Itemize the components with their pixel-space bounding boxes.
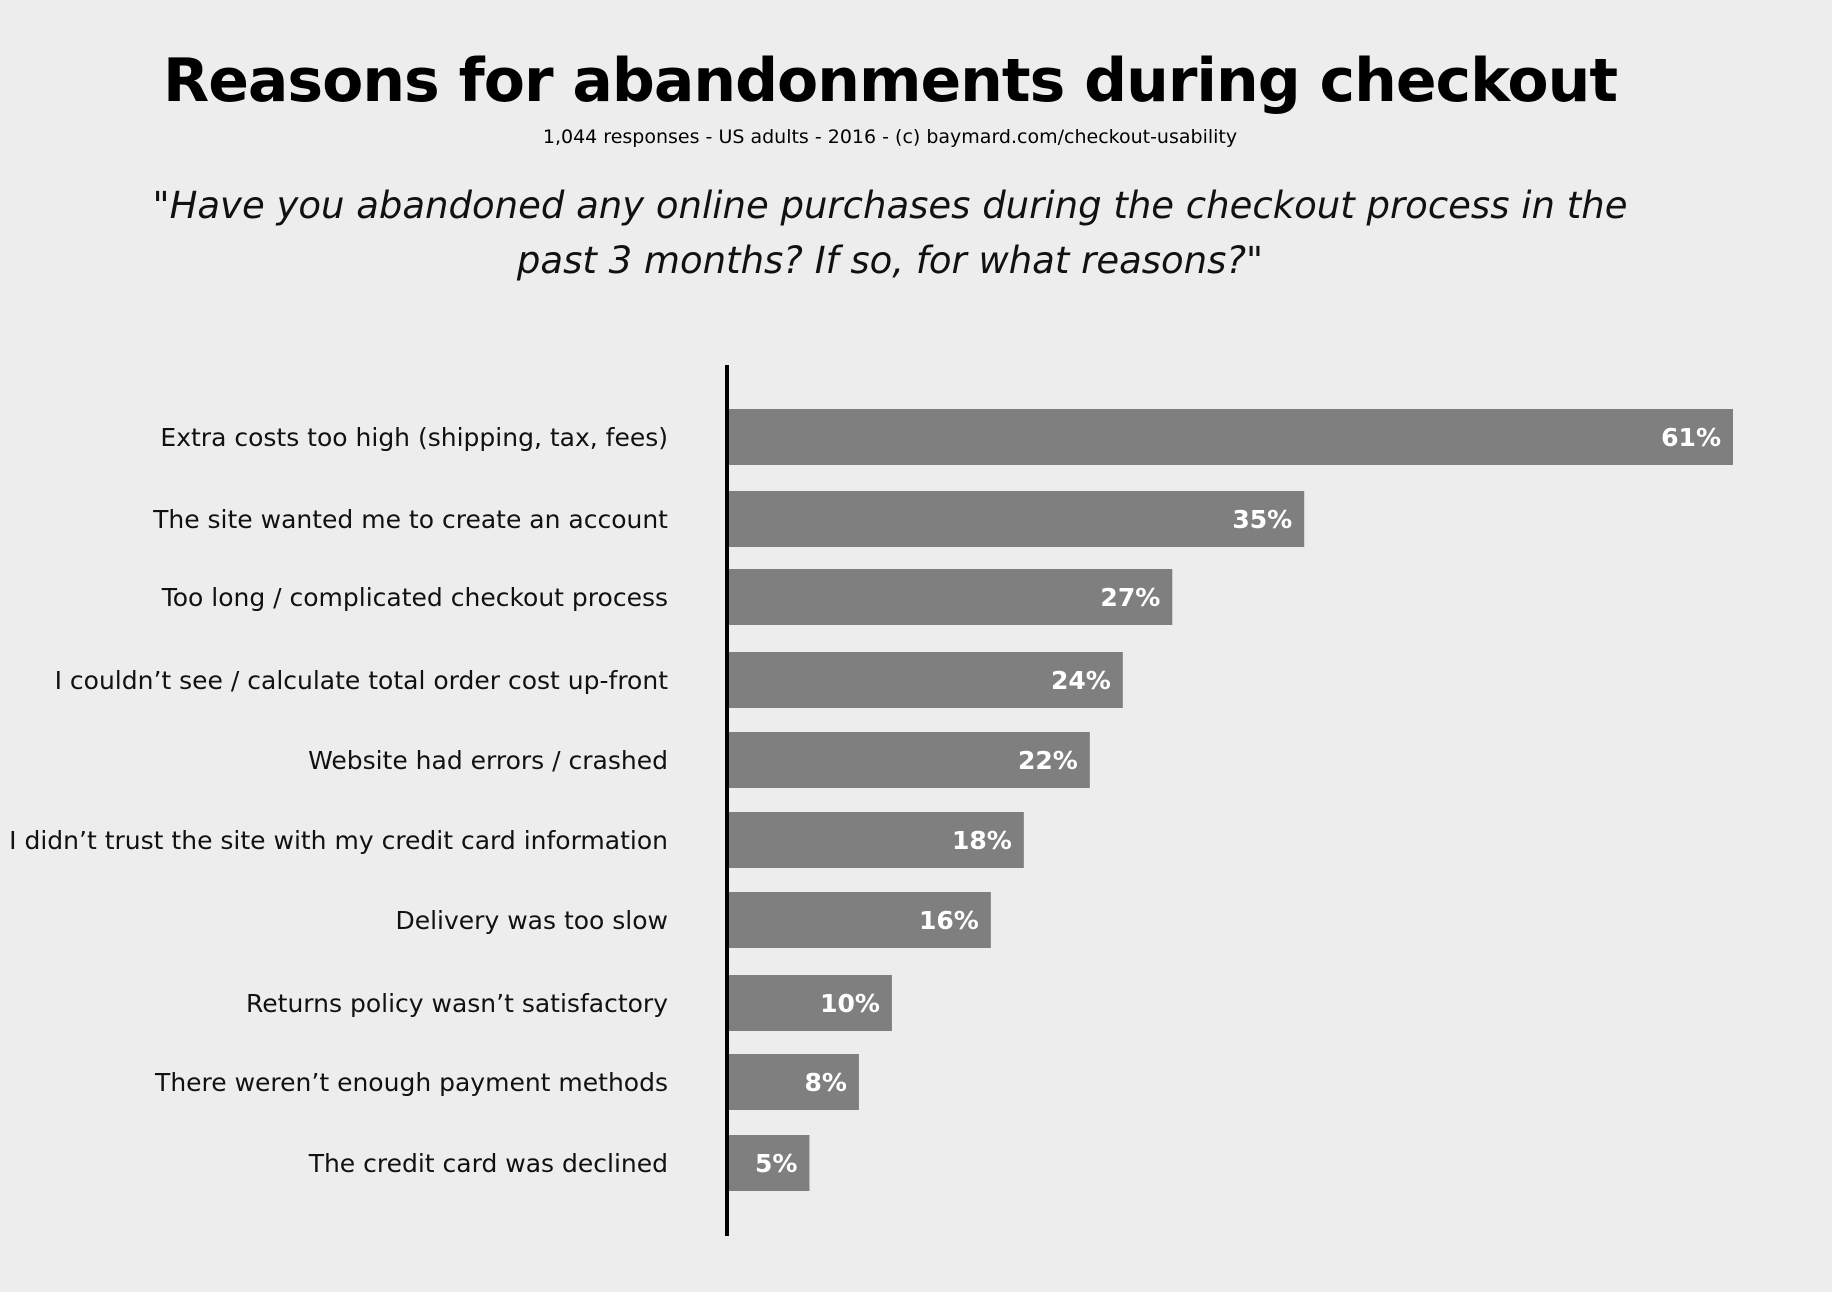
- bar: [727, 1054, 859, 1110]
- value-label: 22%: [1018, 746, 1078, 775]
- bar: [727, 569, 1173, 625]
- category-label: Returns policy wasn’t satisfactory: [246, 989, 668, 1018]
- category-label: Website had errors / crashed: [308, 746, 668, 775]
- bar: [727, 812, 1024, 868]
- category-label: The site wanted me to create an account: [152, 505, 668, 534]
- chart-title: Reasons for abandonments during checkout: [163, 46, 1618, 116]
- category-label: There weren’t enough payment methods: [154, 1068, 668, 1097]
- bar: [727, 409, 1733, 465]
- category-label: I didn’t trust the site with my credit c…: [9, 826, 668, 855]
- bar: [727, 652, 1123, 708]
- value-label: 10%: [820, 989, 880, 1018]
- value-label: 16%: [919, 906, 979, 935]
- value-label: 24%: [1051, 666, 1111, 695]
- chart-subtitle: 1,044 responses - US adults - 2016 - (c)…: [542, 126, 1238, 148]
- value-label: 35%: [1232, 505, 1292, 534]
- value-label: 18%: [952, 826, 1012, 855]
- bar: [727, 732, 1090, 788]
- bar: [727, 491, 1305, 547]
- category-label: I couldn’t see / calculate total order c…: [55, 666, 669, 695]
- category-label: Delivery was too slow: [395, 906, 668, 935]
- value-label: 61%: [1661, 423, 1721, 452]
- bar: [727, 975, 892, 1031]
- value-label: 5%: [755, 1149, 797, 1178]
- category-label: The credit card was declined: [308, 1149, 668, 1178]
- bar: [727, 1135, 810, 1191]
- value-label: 8%: [804, 1068, 846, 1097]
- bar: [727, 892, 991, 948]
- category-label: Too long / complicated checkout process: [161, 583, 668, 612]
- survey-question: "Have you abandoned any online purchases…: [152, 184, 1628, 282]
- value-label: 27%: [1100, 583, 1160, 612]
- category-label: Extra costs too high (shipping, tax, fee…: [160, 423, 668, 452]
